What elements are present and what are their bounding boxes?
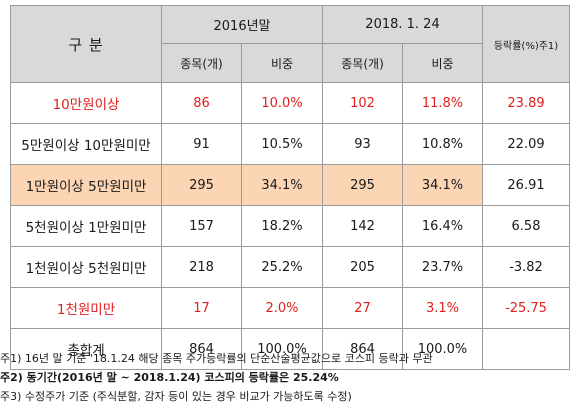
footnotes: 주1) 16년 말 기준 '18.1.24 해당 종목 주가등락률의 단순산술평… — [0, 349, 580, 406]
row-rate: 23.89 — [482, 82, 571, 124]
row-count-2016: 86 — [161, 82, 242, 124]
row-weight-2016: 10.0% — [240, 82, 324, 124]
row-category: 10만원이상 — [10, 82, 162, 124]
row-rate: 26.91 — [482, 164, 571, 206]
row-weight-2018: 11.8% — [402, 82, 484, 124]
row-count-2018: 205 — [322, 246, 404, 288]
row-category: 5천원이상 1만원미만 — [10, 205, 162, 247]
row-weight-2018: 23.7% — [402, 246, 484, 288]
row-weight-2016: 25.2% — [240, 246, 324, 288]
row-count-2018: 102 — [322, 82, 404, 124]
row-weight-2018: 34.1% — [402, 164, 484, 206]
row-count-2016: 91 — [161, 123, 242, 165]
row-weight-2016: 18.2% — [240, 205, 324, 247]
row-count-2016: 218 — [161, 246, 242, 288]
header-period-2018: 2018. 1. 24 — [322, 5, 484, 44]
row-weight-2016: 100.0% — [240, 328, 324, 370]
row-category: 1천원이상 5천원미만 — [10, 246, 162, 288]
row-rate — [482, 328, 571, 370]
price-range-table: 구 분 2016년말 2018. 1. 24 등락률(%)주1) 종목(개) 비… — [10, 5, 571, 370]
header-weight-2018: 비중 — [402, 43, 484, 83]
row-category: 총합계 — [10, 328, 162, 370]
header-count-2016: 종목(개) — [161, 43, 242, 83]
footnote-1: 주1) 16년 말 기준 '18.1.24 해당 종목 주가등락률의 단순산술평… — [0, 352, 433, 365]
header-rate: 등락률(%)주1) — [482, 5, 571, 83]
row-weight-2018: 16.4% — [402, 205, 484, 247]
row-rate: 22.09 — [482, 123, 571, 165]
row-rate: -3.82 — [482, 246, 571, 288]
row-count-2018: 93 — [322, 123, 404, 165]
header-period-2016: 2016년말 — [160, 5, 324, 44]
row-weight-2016: 34.1% — [240, 164, 324, 206]
header-weight-2016: 비중 — [240, 43, 324, 83]
row-count-2018: 864 — [322, 328, 404, 370]
row-weight-2016: 2.0% — [240, 287, 324, 329]
table-row: 5천원이상 1만원미만 157 18.2% 142 16.4% 6.58 — [10, 205, 571, 247]
row-count-2018: 295 — [322, 164, 404, 206]
table-row-total: 총합계 864 100.0% 864 100.0% — [10, 328, 571, 370]
row-count-2016: 157 — [161, 205, 242, 247]
row-weight-2018: 10.8% — [402, 123, 484, 165]
table-row: 5만원이상 10만원미만 91 10.5% 93 10.8% 22.09 — [10, 123, 571, 165]
row-count-2018: 142 — [322, 205, 404, 247]
footnote-3: 주3) 수정주가 기준 (주식분할, 감자 등이 있는 경우 비교가 가능하도록… — [0, 390, 352, 403]
row-rate: -25.75 — [482, 287, 571, 329]
row-category: 1만원이상 5만원미만 — [10, 164, 162, 206]
footnote-2: 주2) 동기간(2016년 말 ~ 2018.1.24) 코스피의 등락률은 2… — [0, 371, 339, 384]
table-row: 1천원이상 5천원미만 218 25.2% 205 23.7% -3.82 — [10, 246, 571, 288]
row-category: 1천원미만 — [10, 287, 162, 329]
row-count-2016: 17 — [161, 287, 242, 329]
row-weight-2016: 10.5% — [240, 123, 324, 165]
row-count-2016: 295 — [161, 164, 242, 206]
row-category: 5만원이상 10만원미만 — [10, 123, 162, 165]
table-row: 1천원미만 17 2.0% 27 3.1% -25.75 — [10, 287, 571, 329]
table-row: 10만원이상 86 10.0% 102 11.8% 23.89 — [10, 82, 571, 124]
row-count-2016: 864 — [161, 328, 242, 370]
table-row: 1만원이상 5만원미만 295 34.1% 295 34.1% 26.91 — [10, 164, 571, 206]
row-rate: 6.58 — [482, 205, 571, 247]
row-count-2018: 27 — [322, 287, 404, 329]
header-category: 구 분 — [10, 5, 162, 83]
header-count-2018: 종목(개) — [322, 43, 404, 83]
row-weight-2018: 3.1% — [402, 287, 484, 329]
